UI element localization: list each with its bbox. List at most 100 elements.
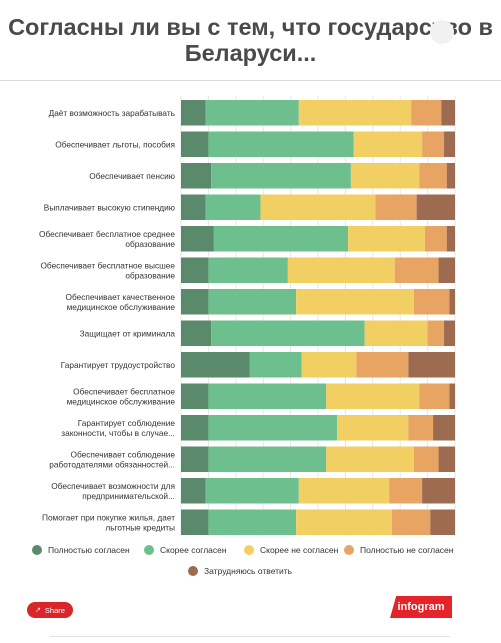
bar-segment	[419, 383, 450, 409]
bar-segment	[298, 100, 412, 126]
category-label: Выплачивает высокую стипендию	[44, 202, 175, 212]
bar-segment	[416, 194, 455, 220]
category-label: льготные кредиты	[105, 522, 175, 532]
bar-segment	[444, 320, 455, 346]
share-icon: ↗	[35, 607, 41, 614]
bar-segment	[391, 509, 431, 535]
bar-segment	[422, 478, 455, 504]
legend-label: Полностью согласен	[48, 545, 130, 555]
bar-segment	[181, 446, 209, 472]
category-label: законности, чтобы в случае...	[61, 428, 175, 438]
bar-segment	[353, 131, 423, 157]
bar-segment	[208, 257, 288, 283]
infogram-logo[interactable]: infogram	[390, 596, 452, 618]
category-label: Обеспечивает бесплатное среднее	[39, 229, 175, 239]
category-label: образование	[125, 239, 175, 249]
bar-segment	[326, 446, 414, 472]
bar-segment	[211, 163, 351, 189]
bar-segment	[430, 509, 455, 535]
category-label: Обеспечивает бесплатное высшее	[40, 260, 175, 270]
bar-segment	[298, 478, 390, 504]
bar-segment	[181, 163, 212, 189]
bar-segment	[337, 415, 409, 441]
bar-segment	[438, 257, 455, 283]
legend-swatch	[244, 545, 254, 555]
bar-segment	[181, 383, 209, 409]
bar-segment	[181, 194, 206, 220]
bar-segment	[411, 100, 442, 126]
bar-segment	[181, 352, 250, 378]
category-label: Обеспечивает пенсию	[89, 171, 175, 181]
bar-segment	[181, 226, 214, 252]
stacked-bar-chart: Даёт возможность зарабатывать Обеспечивае…	[39, 96, 456, 536]
bar-segment	[449, 289, 455, 315]
category-label: Обеспечивает соблюдение	[71, 449, 176, 459]
bar-segment	[438, 446, 455, 472]
category-label: предпринимательской...	[82, 491, 175, 501]
legend-label: Полностью не согласен	[360, 545, 454, 555]
bar-segment	[208, 383, 327, 409]
bar-segment	[296, 289, 414, 315]
bar-segment	[433, 415, 455, 441]
bar-segment	[348, 226, 425, 252]
chart-title: Согласны ли вы с тем, что государство в …	[8, 14, 493, 66]
category-label: Гарантирует соблюдение	[78, 418, 176, 428]
bar-segment	[181, 320, 212, 346]
bar-segment	[446, 163, 455, 189]
menu-button[interactable]	[430, 20, 454, 44]
bar-segment	[208, 131, 354, 157]
bar-segment	[205, 478, 299, 504]
category-label: работодателями обязанностей...	[49, 459, 175, 469]
bar-segment	[444, 131, 455, 157]
category-label: медицинское обслуживание	[67, 396, 176, 406]
legend-item[interactable]: Полностью согласен	[32, 545, 130, 555]
legend-item[interactable]: Затрудняюсь ответить	[188, 566, 292, 576]
bar-segment	[326, 383, 420, 409]
bar-segment	[394, 257, 439, 283]
bar-segment	[181, 415, 209, 441]
bar-segment	[389, 478, 423, 504]
category-label: медицинское обслуживание	[67, 302, 176, 312]
footer-divider	[50, 636, 450, 637]
bar-segment	[211, 320, 365, 346]
bar-segment	[287, 257, 395, 283]
bar-segment	[422, 131, 445, 157]
bar-segment	[419, 163, 447, 189]
bar-segment	[208, 509, 297, 535]
bar-segment	[296, 509, 392, 535]
bar-segment	[441, 100, 455, 126]
bar-segment	[208, 415, 338, 441]
category-label: Обеспечивает качественное	[66, 292, 176, 302]
bar-segment	[364, 320, 428, 346]
legend-item[interactable]: Полностью не согласен	[344, 545, 453, 555]
bar-segment	[213, 226, 349, 252]
category-label: образование	[125, 270, 175, 280]
bar-segment	[413, 289, 450, 315]
bar-segment	[375, 194, 417, 220]
bar-segment	[205, 194, 261, 220]
legend-swatch	[32, 545, 42, 555]
bar-segment	[301, 352, 357, 378]
bar-segment	[446, 226, 455, 252]
bar-segment	[408, 415, 434, 441]
share-label: Share	[44, 605, 65, 615]
category-label: Даёт возможность зарабатывать	[49, 108, 175, 118]
category-label: Гарантирует трудоустройство	[61, 360, 176, 370]
bar-segment	[208, 446, 327, 472]
bar-segment	[181, 257, 209, 283]
category-label: Помогает при покупке жилья, дает	[42, 512, 175, 522]
legend-label: Скорее не согласен	[260, 545, 339, 555]
bar-segment	[181, 131, 209, 157]
legend-swatch	[344, 545, 354, 555]
bar-segment	[356, 352, 409, 378]
legend-swatch	[144, 545, 154, 555]
bar-segment	[408, 352, 455, 378]
legend-label: Скорее согласен	[160, 545, 227, 555]
legend-item[interactable]: Скорее не согласен	[244, 545, 338, 555]
legend-item[interactable]: Скорее согласен	[144, 545, 227, 555]
bar-segment	[249, 352, 302, 378]
category-label: Обеспечивает бесплатное	[73, 386, 175, 396]
share-button[interactable]: ↗ Share	[27, 602, 73, 618]
bar-segment	[181, 100, 206, 126]
legend-swatch	[188, 566, 198, 576]
